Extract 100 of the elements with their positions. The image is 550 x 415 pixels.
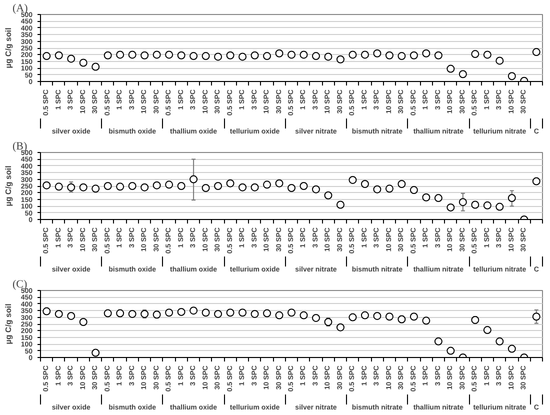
point <box>79 58 88 67</box>
point <box>177 182 186 190</box>
point <box>410 51 418 60</box>
point <box>532 312 540 321</box>
point <box>79 183 88 192</box>
point <box>79 318 88 326</box>
point <box>385 312 394 321</box>
point <box>312 52 320 60</box>
point <box>508 344 516 353</box>
point <box>116 182 124 191</box>
point <box>263 180 272 189</box>
point <box>398 180 406 188</box>
point <box>300 50 308 59</box>
point <box>434 337 442 346</box>
point <box>202 184 210 192</box>
point <box>128 310 136 318</box>
point <box>42 307 51 316</box>
point <box>250 310 259 318</box>
point <box>348 313 357 322</box>
point <box>360 311 369 320</box>
point <box>360 50 369 59</box>
y-axis-title: µg C/g soil <box>4 166 13 206</box>
point <box>300 182 308 190</box>
point <box>214 182 222 190</box>
point <box>410 312 418 321</box>
point <box>104 51 112 60</box>
point <box>42 181 51 190</box>
point <box>422 316 430 325</box>
point <box>275 311 284 320</box>
point <box>336 323 344 332</box>
point <box>275 179 284 188</box>
point <box>140 51 149 60</box>
point <box>508 72 516 80</box>
point <box>177 51 186 60</box>
point <box>532 177 540 186</box>
point <box>238 308 247 317</box>
point <box>496 202 504 211</box>
point <box>373 312 382 320</box>
point <box>238 183 247 192</box>
point <box>434 51 442 60</box>
point <box>312 314 320 322</box>
point <box>410 186 418 194</box>
point <box>434 194 442 202</box>
y-axis-title: µg C/g soil <box>4 28 13 68</box>
point <box>128 182 136 190</box>
point <box>496 56 504 65</box>
point <box>483 326 492 334</box>
point <box>360 180 369 188</box>
point <box>312 185 320 194</box>
point <box>226 179 234 188</box>
point <box>165 50 174 59</box>
point <box>250 183 259 192</box>
point <box>67 54 76 63</box>
point <box>496 337 504 346</box>
point <box>446 64 455 73</box>
point <box>532 48 540 56</box>
point <box>263 309 272 318</box>
point <box>214 310 222 318</box>
point <box>422 193 430 202</box>
point <box>373 185 382 194</box>
point <box>385 184 394 193</box>
point <box>165 308 174 317</box>
point <box>92 348 100 357</box>
point <box>458 198 467 206</box>
point <box>92 62 100 71</box>
point <box>446 203 455 212</box>
point <box>226 308 234 317</box>
point <box>214 52 222 61</box>
point <box>190 52 198 60</box>
point <box>348 176 357 184</box>
point <box>140 183 149 192</box>
point <box>104 309 112 318</box>
point <box>275 49 284 58</box>
point <box>385 51 394 60</box>
point <box>336 55 344 64</box>
point <box>263 52 272 60</box>
point <box>190 306 198 315</box>
point <box>152 181 161 190</box>
point <box>471 200 480 209</box>
point <box>300 311 308 320</box>
point <box>165 180 174 189</box>
point <box>324 191 332 200</box>
point <box>250 51 259 60</box>
point <box>483 50 492 59</box>
point <box>226 51 234 60</box>
point <box>202 52 210 60</box>
point <box>177 308 186 316</box>
point <box>288 50 296 59</box>
point <box>128 50 136 59</box>
point <box>398 52 406 60</box>
point <box>288 184 296 192</box>
point <box>348 50 357 59</box>
point <box>92 184 100 193</box>
point <box>54 51 63 60</box>
point <box>288 308 296 317</box>
point <box>67 312 76 320</box>
point <box>471 50 480 58</box>
point <box>54 310 63 318</box>
point <box>373 49 382 58</box>
point <box>483 201 492 210</box>
